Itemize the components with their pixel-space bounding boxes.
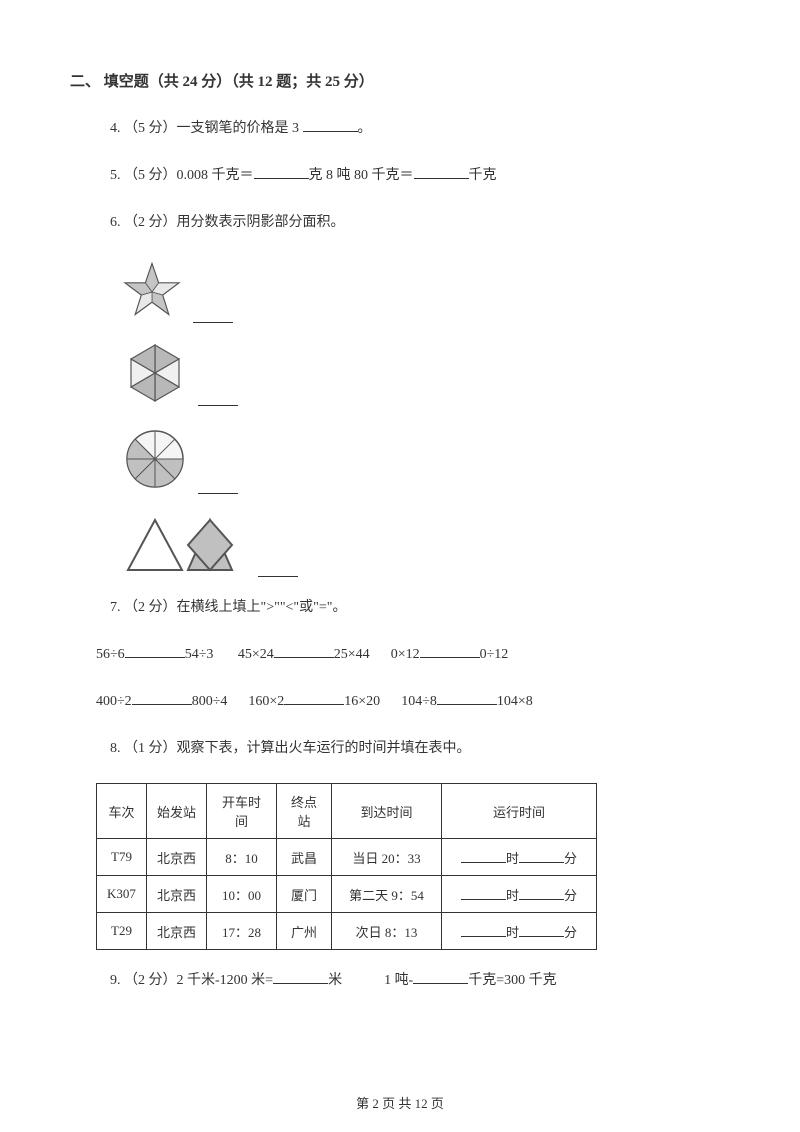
cell-arrive: 第二天 9：54	[332, 876, 442, 913]
q7r2-b1-blank[interactable]	[132, 689, 192, 705]
cell-to: 广州	[277, 913, 332, 950]
cell-train: T79	[97, 839, 147, 876]
cell-duration: 时分	[442, 876, 597, 913]
cell-duration: 时分	[442, 913, 597, 950]
q4-prefix: 4. （5 分）一支钢笔的价格是 3	[110, 121, 303, 136]
cell-depart: 17：28	[207, 913, 277, 950]
question-4: 4. （5 分）一支钢笔的价格是 3 。	[110, 116, 730, 141]
cell-train: T29	[97, 913, 147, 950]
q5-blank2[interactable]	[414, 163, 469, 179]
q7r1-b1-blank[interactable]	[125, 642, 185, 658]
question-5: 5. （5 分）0.008 千克＝ 克 8 吨 80 千克＝ 千克	[110, 163, 730, 188]
q8-text: 8. （1 分）观察下表，计算出火车运行的时间并填在表中。	[110, 741, 471, 756]
q9-blank1[interactable]	[273, 968, 328, 984]
th-train: 车次	[97, 784, 147, 839]
question-7: 7. （2 分）在横线上填上">""<"或"="。	[110, 595, 730, 620]
shape-triangle-row	[120, 512, 730, 577]
cell-from: 北京西	[147, 876, 207, 913]
shape-circle-row	[120, 424, 730, 494]
hexagon-blank[interactable]	[198, 405, 238, 406]
q5-mid: 克 8 吨 80 千克＝	[309, 168, 414, 183]
hour-label: 时	[506, 925, 519, 940]
q7-row2: 400÷2 800÷4 160×2 16×20 104÷8 104×8	[96, 689, 730, 714]
section-title: 二、 填空题（共 24 分）（共 12 题；共 25 分）	[70, 70, 730, 91]
q7r2-b2-blank[interactable]	[284, 689, 344, 705]
triangle-icon	[120, 512, 250, 577]
question-9: 9. （2 分）2 千米-1200 米= 米 1 吨- 千克=300 千克	[110, 968, 730, 993]
th-duration: 运行时间	[442, 784, 597, 839]
q4-suffix: 。	[358, 121, 372, 136]
q7r2-b1: 800÷4	[192, 694, 228, 709]
question-6: 6. （2 分）用分数表示阴影部分面积。	[110, 210, 730, 235]
min-label: 分	[564, 925, 577, 940]
q7-row1: 56÷6 54÷3 45×24 25×44 0×12 0÷12	[96, 642, 730, 667]
table-row: T79 北京西 8：10 武昌 当日 20：33 时分	[97, 839, 597, 876]
cell-to: 武昌	[277, 839, 332, 876]
q7r1-b3: 0÷12	[480, 647, 509, 662]
circle-blank[interactable]	[198, 493, 238, 494]
duration-m-blank[interactable]	[519, 921, 564, 937]
q5-blank1[interactable]	[254, 163, 309, 179]
q9-suffix: 千克=300 千克	[468, 973, 556, 988]
table-row: K307 北京西 10：00 厦门 第二天 9：54 时分	[97, 876, 597, 913]
duration-h-blank[interactable]	[461, 921, 506, 937]
duration-m-blank[interactable]	[519, 847, 564, 863]
duration-m-blank[interactable]	[519, 884, 564, 900]
q7r1-b3-blank[interactable]	[420, 642, 480, 658]
th-arrive: 到达时间	[332, 784, 442, 839]
q7r2-b3-blank[interactable]	[437, 689, 497, 705]
th-from: 始发站	[147, 784, 207, 839]
th-depart: 开车时间	[207, 784, 277, 839]
train-table: 车次 始发站 开车时间 终点站 到达时间 运行时间 T79 北京西 8：10 武…	[96, 783, 597, 950]
q9-prefix: 9. （2 分）2 千米-1200 米=	[110, 973, 273, 988]
q7r1-a3: 0×12	[391, 647, 420, 662]
q7r2-b2: 16×20	[344, 694, 380, 709]
q9-prefix2: 1 吨-	[384, 973, 413, 988]
q7r1-b2: 25×44	[334, 647, 370, 662]
cell-depart: 8：10	[207, 839, 277, 876]
star-blank[interactable]	[193, 322, 233, 323]
page-footer: 第 2 页 共 12 页	[0, 1093, 800, 1112]
q7r1-a1: 56÷6	[96, 647, 125, 662]
q7r1-b1: 54÷3	[185, 647, 214, 662]
question-8: 8. （1 分）观察下表，计算出火车运行的时间并填在表中。	[110, 736, 730, 761]
q7r2-a3: 104÷8	[401, 694, 437, 709]
q7r2-a2: 160×2	[248, 694, 284, 709]
cell-arrive: 次日 8：13	[332, 913, 442, 950]
shape-star-row	[120, 258, 730, 323]
table-header-row: 车次 始发站 开车时间 终点站 到达时间 运行时间	[97, 784, 597, 839]
table-row: T29 北京西 17：28 广州 次日 8：13 时分	[97, 913, 597, 950]
cell-arrive: 当日 20：33	[332, 839, 442, 876]
q9-blank2[interactable]	[413, 968, 468, 984]
shape-hexagon-row	[120, 341, 730, 406]
duration-h-blank[interactable]	[461, 847, 506, 863]
th-to: 终点站	[277, 784, 332, 839]
cell-from: 北京西	[147, 913, 207, 950]
cell-from: 北京西	[147, 839, 207, 876]
q7r2-a1: 400÷2	[96, 694, 132, 709]
hour-label: 时	[506, 851, 519, 866]
cell-depart: 10：00	[207, 876, 277, 913]
q7r1-a2: 45×24	[238, 647, 274, 662]
hour-label: 时	[506, 888, 519, 903]
q4-blank[interactable]	[303, 116, 358, 132]
q5-prefix: 5. （5 分）0.008 千克＝	[110, 168, 254, 183]
hexagon-icon	[120, 341, 190, 406]
cell-duration: 时分	[442, 839, 597, 876]
cell-to: 厦门	[277, 876, 332, 913]
q7r2-b3: 104×8	[497, 694, 533, 709]
q7r1-b2-blank[interactable]	[274, 642, 334, 658]
star-icon	[120, 258, 185, 323]
duration-h-blank[interactable]	[461, 884, 506, 900]
circle-icon	[120, 424, 190, 494]
triangle-blank[interactable]	[258, 576, 298, 577]
min-label: 分	[564, 888, 577, 903]
q7-text: 7. （2 分）在横线上填上">""<"或"="。	[110, 600, 346, 615]
q5-suffix: 千克	[469, 168, 497, 183]
cell-train: K307	[97, 876, 147, 913]
q6-text: 6. （2 分）用分数表示阴影部分面积。	[110, 215, 345, 230]
q9-mid: 米	[328, 973, 342, 988]
min-label: 分	[564, 851, 577, 866]
